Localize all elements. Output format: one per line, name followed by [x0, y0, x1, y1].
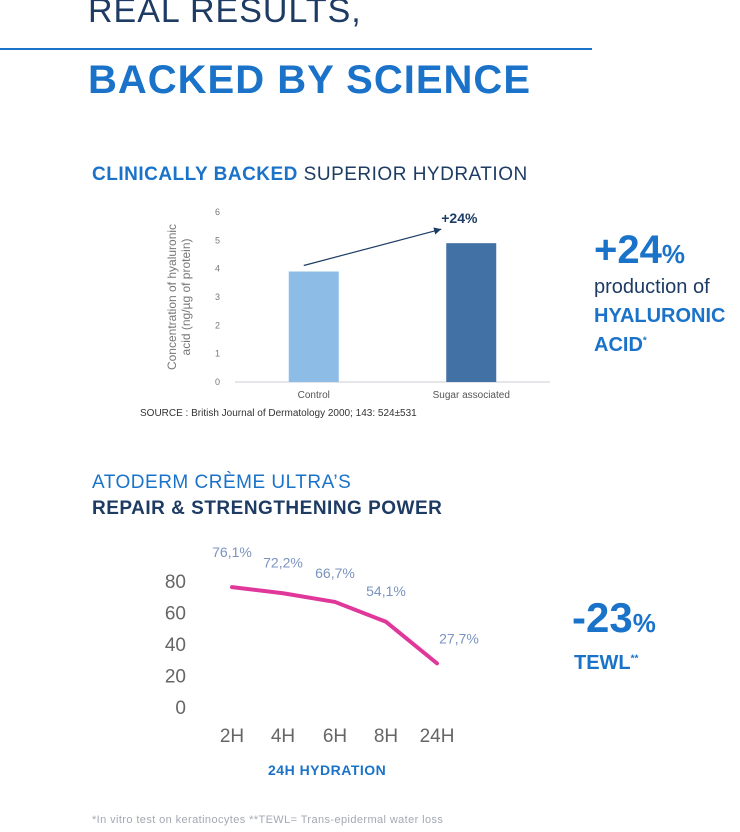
bar-ytick-label: 4 [215, 264, 220, 274]
line-data-label: 76,1% [212, 544, 252, 560]
bar-ytick-label: 0 [215, 377, 220, 387]
line-ytick-label: 20 [165, 667, 186, 688]
headline-divider [0, 48, 592, 50]
bar-ytick-label: 3 [215, 292, 220, 302]
bar-chart-ylabel: Concentration of hyaluronicacid (ng/µg o… [165, 224, 193, 370]
tewl-stat-label: TEWL** [574, 652, 638, 675]
hyaluronic-stat-value: +24% [594, 228, 685, 273]
hyaluronic-stat-line2: HYALURONIC [594, 305, 726, 327]
bar-ylabel-line2: acid (ng/µg of protein) [179, 239, 193, 356]
chart-source: SOURCE : British Journal of Dermatology … [140, 408, 417, 419]
footnote: *In vitro test on keratinocytes **TEWL= … [92, 814, 444, 826]
bar-ytick-label: 5 [215, 235, 220, 245]
line-xtick-label: 2H [220, 726, 244, 747]
hyaluronic-stat-line3: ACID* [594, 334, 647, 357]
line-data-label: 66,7% [315, 565, 355, 581]
section1-title: CLINICALLY BACKED SUPERIOR HYDRATION [92, 164, 528, 186]
line-data-label: 72,2% [263, 554, 303, 570]
section1-title-rest: SUPERIOR HYDRATION [297, 164, 528, 185]
bar-chart-annotation: +24% [441, 210, 478, 226]
bar [288, 271, 339, 382]
bar-ylabel-line1: Concentration of hyaluronic [165, 224, 179, 370]
hyaluronic-stat-mark: * [642, 335, 647, 347]
line-ytick-label: 60 [165, 604, 186, 625]
bar-xtick-label: Control [298, 390, 330, 401]
tewl-stat-mark: ** [630, 653, 639, 665]
section2-title-line1: ATODERM CRÈME ULTRA’S [92, 472, 352, 493]
line-chart-xlabel: 24H HYDRATION [268, 762, 387, 778]
tewl-stat-number: -23 [572, 594, 633, 641]
tewl-series-line [230, 585, 439, 666]
line-xtick-label: 4H [271, 726, 295, 747]
bar-ytick-label: 2 [215, 320, 220, 330]
tewl-stat-unit: % [632, 608, 656, 638]
line-ytick-label: 40 [165, 635, 186, 656]
hyaluronic-stat-number: +24 [594, 228, 662, 272]
line-ytick-label: 80 [165, 572, 186, 593]
bar-ytick-label: 6 [215, 207, 220, 217]
headline-line1: REAL RESULTS, [88, 0, 362, 30]
hyaluronic-stat-line3-text: ACID [594, 334, 643, 356]
section1-title-bold: CLINICALLY BACKED [92, 164, 298, 185]
line-ytick-label: 0 [175, 698, 186, 719]
hyaluronic-stat-line1: production of [594, 276, 710, 298]
line-xtick-label: 6H [323, 726, 347, 747]
tewl-line-chart: 0 20 40 60 80 2H 4H 6H 8H 24H 76,1% 72,2% 66,7% 54,… [165, 544, 479, 747]
bar [446, 243, 497, 382]
tewl-stat-value: -23% [572, 594, 656, 642]
hyaluronic-stat-unit: % [661, 239, 685, 269]
line-xtick-label: 24H [420, 726, 455, 747]
line-xtick-label: 8H [374, 726, 398, 747]
bar-xtick-label: Sugar associated [433, 390, 510, 401]
line-data-label: 27,7% [439, 630, 479, 646]
section2-title-line2: REPAIR & STRENGTHENING POWER [92, 498, 443, 519]
bar-ytick-label: 1 [215, 349, 220, 359]
line-data-label: 54,1% [366, 583, 406, 599]
tewl-stat-label-text: TEWL [574, 652, 631, 674]
hyaluronic-bar-chart: 0 1 2 3 4 5 6 Control Sugar associated Concentr… [165, 207, 550, 401]
headline-line2: BACKED BY SCIENCE [88, 58, 531, 102]
increase-arrow [303, 227, 442, 267]
